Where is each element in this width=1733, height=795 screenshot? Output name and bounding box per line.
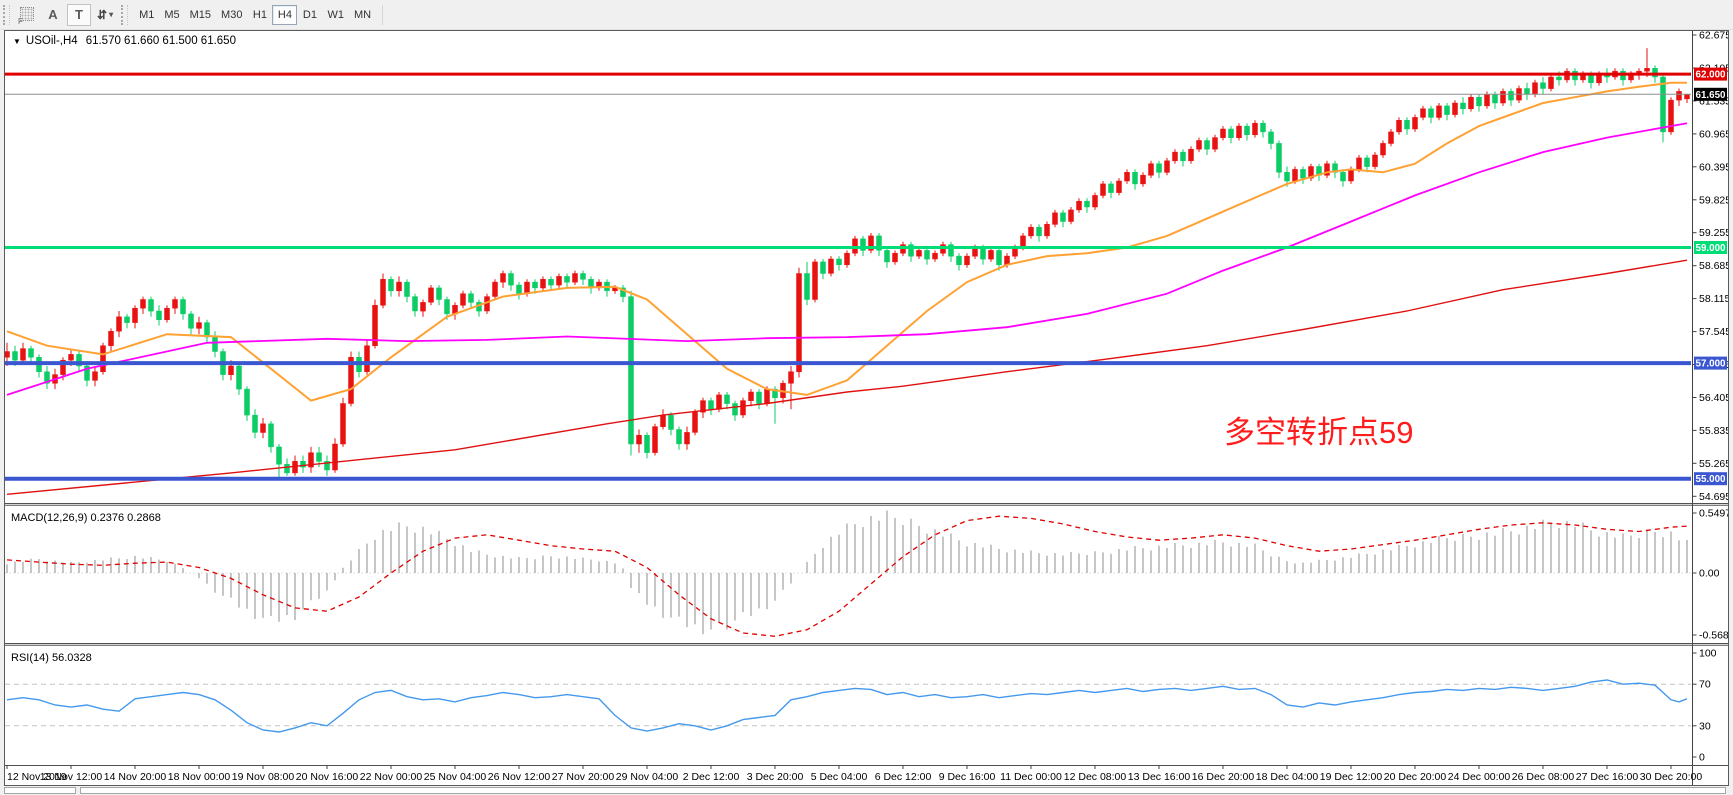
ma-fast-orange — [6, 81, 1687, 402]
rsi-label: RSI(14) 56.0328 — [11, 652, 92, 664]
ma-slow-red — [6, 259, 1688, 495]
price-tick-label: 58.115 — [1699, 293, 1728, 305]
date-tick-label: 18 Nov 00:00 — [168, 771, 231, 783]
chart-annotation: 多空转折点59 — [1224, 415, 1414, 450]
scrollbar-thumb[interactable] — [80, 787, 1726, 794]
date-tick-label: 19 Dec 12:00 — [1320, 771, 1383, 783]
date-tick-label: 18 Dec 04:00 — [1256, 771, 1319, 783]
price-tick-label: 62.675 — [1699, 31, 1728, 42]
date-tick-label: 29 Nov 04:00 — [616, 771, 679, 783]
rsi-scale-label: 100 — [1699, 648, 1717, 660]
timeframe-mn-button[interactable]: MN — [349, 5, 376, 25]
ma-mid-magenta — [6, 122, 1688, 396]
rsi-scale-label: 0 — [1699, 752, 1705, 764]
price-tick-label: 56.405 — [1699, 392, 1728, 404]
chart-title-symbol: USOil-,H4 — [25, 35, 78, 47]
toolbar-separator — [382, 4, 384, 25]
timeframe-w1-button[interactable]: W1 — [322, 5, 349, 25]
text-label-button[interactable]: A — [41, 4, 65, 26]
price-badge-label: 61.650 — [1696, 90, 1727, 101]
macd-signal-line — [6, 515, 1688, 637]
symbol-menu-icon[interactable]: ▼ — [13, 36, 21, 46]
timeframe-h1-button[interactable]: H1 — [247, 5, 272, 25]
main-toolbar: F A T ⇵ ▾ M1 M5 M15 M30 H1 H4 D1 W1 MN — [0, 0, 1733, 30]
date-tick-label: 3 Dec 20:00 — [747, 771, 804, 783]
price-tick-label: 59.255 — [1699, 227, 1728, 239]
date-tick-label: 12 Nov 2019 — [7, 771, 67, 783]
macd-scale-label: -0.5685 — [1699, 630, 1728, 642]
support-line-57-badge — [1694, 356, 1727, 370]
toolbar-grip-2[interactable] — [121, 4, 129, 25]
macd-histogram — [6, 510, 1688, 635]
date-tick-label: 19 Nov 08:00 — [232, 771, 295, 783]
price-axis[interactable]: 62.67562.10561.53560.96560.39559.82559.2… — [1692, 31, 1729, 764]
timeframe-d1-button[interactable]: D1 — [297, 5, 322, 25]
price-tick-label: 55.265 — [1699, 458, 1728, 470]
date-tick-label: 30 Dec 20:00 — [1640, 771, 1703, 783]
date-tick-label: 20 Dec 20:00 — [1384, 771, 1447, 783]
date-tick-label: 27 Dec 16:00 — [1576, 771, 1639, 783]
date-tick-label: 16 Dec 20:00 — [1192, 771, 1255, 783]
date-tick-label: 9 Dec 16:00 — [939, 771, 996, 783]
price-badge-label: 62.000 — [1696, 70, 1727, 81]
price-badge-label: 57.000 — [1696, 359, 1727, 370]
chart-canvas[interactable]: 62.67562.10561.53560.96560.39559.82559.2… — [5, 31, 1728, 785]
sort-arrows-icon: ⇵ — [97, 7, 108, 22]
chart-title-ohlc: 61.570 61.660 61.500 61.650 — [85, 35, 236, 47]
date-tick-label: 12 Dec 08:00 — [1064, 771, 1127, 783]
date-tick-label: 6 Dec 12:00 — [875, 771, 932, 783]
price-badge-label: 55.000 — [1696, 474, 1727, 485]
arrange-order-button[interactable]: ⇵ ▾ — [93, 4, 117, 26]
rsi-scale-label: 70 — [1699, 679, 1711, 691]
support-line-55-badge — [1694, 472, 1727, 486]
date-tick-label: 22 Nov 00:00 — [360, 771, 423, 783]
timeframe-m15-button[interactable]: M15 — [185, 5, 216, 25]
date-tick-label: 5 Dec 04:00 — [811, 771, 868, 783]
timeframe-m30-button[interactable]: M30 — [216, 5, 247, 25]
date-tick-label: 2 Dec 12:00 — [683, 771, 740, 783]
horizontal-scrollbar[interactable] — [0, 787, 1733, 795]
date-tick-label: 11 Dec 00:00 — [1000, 771, 1062, 783]
date-tick-label: 13 Nov 12:00 — [40, 771, 103, 783]
timeframe-m1-button[interactable]: M1 — [134, 5, 159, 25]
price-badge-label: 59.000 — [1696, 243, 1727, 254]
resistance-line-62-badge — [1694, 67, 1727, 81]
support-line-59-badge — [1694, 241, 1727, 254]
price-tick-label: 58.685 — [1699, 260, 1728, 272]
grid-icon — [20, 6, 34, 21]
rsi-scale-label: 30 — [1699, 720, 1711, 732]
price-tick-label: 55.835 — [1699, 425, 1728, 437]
date-tick-label: 24 Dec 00:00 — [1448, 771, 1511, 783]
date-tick-label: 20 Nov 16:00 — [296, 771, 359, 783]
dropdown-caret-icon: ▾ — [109, 10, 114, 19]
chart-window[interactable]: 62.67562.10561.53560.96560.39559.82559.2… — [4, 30, 1729, 786]
date-tick-label: 14 Nov 20:00 — [104, 771, 167, 783]
macd-label: MACD(12,26,9) 0.2376 0.2868 — [11, 512, 161, 524]
date-tick-label: 26 Dec 08:00 — [1512, 771, 1575, 783]
timeframe-group: M1 M5 M15 M30 H1 H4 D1 W1 MN — [134, 4, 376, 25]
date-tick-label: 13 Dec 16:00 — [1128, 771, 1191, 783]
macd-scale-label: 0.00 — [1699, 568, 1720, 580]
price-tick-label: 54.695 — [1699, 491, 1728, 503]
date-tick-label: 25 Nov 04:00 — [424, 771, 487, 783]
text-box-button[interactable]: T — [67, 3, 91, 26]
scrollbar-left-box[interactable] — [4, 787, 76, 794]
rsi-line — [6, 679, 1688, 733]
snap-grid-button[interactable]: F — [15, 4, 39, 26]
toolbar-grip[interactable] — [3, 4, 10, 25]
grid-icon-label: F — [18, 16, 23, 26]
price-tick-label: 57.545 — [1699, 326, 1728, 338]
date-tick-label: 27 Nov 20:00 — [552, 771, 615, 783]
timeframe-h4-button[interactable]: H4 — [272, 4, 298, 25]
macd-scale-label: 0.5497 — [1699, 508, 1728, 520]
price-tick-label: 59.825 — [1699, 194, 1728, 206]
current-price-line-badge — [1694, 87, 1727, 101]
timeframe-m5-button[interactable]: M5 — [159, 5, 184, 25]
price-tick-label: 60.395 — [1699, 161, 1728, 173]
date-tick-label: 26 Nov 12:00 — [488, 771, 551, 783]
price-tick-label: 60.965 — [1699, 128, 1728, 140]
chart-title: ▼ USOil-,H4 61.570 61.660 61.500 61.650 — [13, 35, 236, 47]
